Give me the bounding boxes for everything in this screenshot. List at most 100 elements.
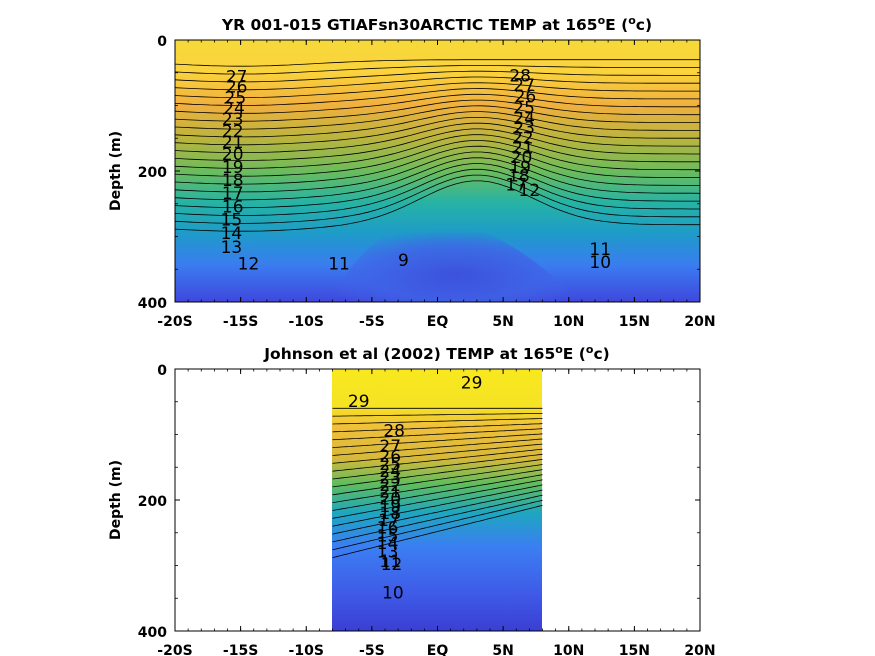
contour-labels: 29 29 282726252423222120191817161514131211… bbox=[348, 374, 483, 604]
axis-ticks: -20S -15S -10S -5S EQ 5N 10N 15N 20N 0 200 400 bbox=[138, 34, 716, 330]
contour-label: 23 bbox=[513, 119, 535, 139]
isotherm-line bbox=[174, 151, 700, 193]
x-tick-label: EQ bbox=[427, 314, 449, 330]
isotherm-line bbox=[174, 180, 700, 232]
contour-label: 15 bbox=[377, 526, 399, 546]
chart-title: YR 001-015 GTIAFsn30ARCTIC TEMP at 165oE… bbox=[221, 14, 652, 35]
y-tick-label: 200 bbox=[138, 494, 167, 510]
isotherm-line bbox=[174, 88, 700, 106]
contour-label: 20 bbox=[222, 145, 244, 165]
contour-label: 28 bbox=[383, 421, 405, 441]
isotherm-line bbox=[174, 99, 700, 122]
isotherm-line bbox=[174, 111, 700, 138]
contour-label: 16 bbox=[377, 518, 399, 538]
contour-label: 19 bbox=[379, 497, 401, 517]
isotherm-line bbox=[332, 489, 543, 535]
isotherm-line bbox=[174, 93, 700, 114]
x-tick-label: -15S bbox=[223, 314, 258, 330]
contour-label: 13 bbox=[221, 238, 243, 258]
contour-label: 17 bbox=[222, 184, 244, 204]
y-axis-label: Depth (m) bbox=[108, 460, 124, 540]
axis-ticks: -20S -15S -10S -5S EQ 5N 10N 15N 20N 0 200 400 bbox=[138, 363, 716, 656]
contour-label: 19 bbox=[222, 158, 244, 178]
isotherm-line bbox=[332, 459, 543, 488]
contour-label: 29 bbox=[348, 392, 370, 412]
contour-label: 17 bbox=[505, 176, 527, 196]
contour-label: 27 bbox=[513, 76, 535, 96]
isotherm-line bbox=[332, 423, 543, 433]
x-tick-label: 10N bbox=[553, 643, 584, 656]
x-tick-label: -5S bbox=[359, 314, 385, 330]
isotherm-line bbox=[174, 65, 700, 75]
contour-label: 22 bbox=[222, 122, 244, 142]
contour-label: 27 bbox=[379, 437, 401, 457]
contour-label: 10 bbox=[382, 583, 404, 603]
isotherm-line bbox=[174, 117, 700, 146]
contour-label: 16 bbox=[222, 197, 244, 217]
x-tick-label: -20S bbox=[157, 643, 192, 656]
contour-label: 21 bbox=[512, 138, 534, 158]
x-tick-label: -5S bbox=[359, 643, 385, 656]
contour-label: 24 bbox=[513, 109, 535, 129]
chart-title: Johnson et al (2002) TEMP at 165oE (oc) bbox=[263, 343, 609, 364]
contour-label: 21 bbox=[379, 482, 401, 502]
contour-label: 27 bbox=[226, 68, 248, 88]
isotherm-line bbox=[174, 122, 700, 153]
contour-label: 26 bbox=[226, 77, 248, 97]
y-tick-label: 0 bbox=[157, 363, 167, 379]
isotherm-line bbox=[174, 70, 700, 83]
x-tick-label: 5N bbox=[492, 314, 513, 330]
x-tick-label: 20N bbox=[684, 643, 715, 656]
isotherm-line bbox=[174, 163, 700, 209]
y-axis-label: Depth (m) bbox=[108, 131, 124, 211]
contour-label: 12 bbox=[519, 181, 541, 201]
contour-label: 15 bbox=[221, 210, 243, 230]
isotherm-line bbox=[332, 443, 543, 464]
isotherm-line bbox=[174, 105, 700, 130]
isotherm-line bbox=[174, 128, 700, 161]
x-tick-label: 5N bbox=[492, 643, 513, 656]
contour-label: 23 bbox=[379, 469, 401, 489]
contour-label: 13 bbox=[377, 543, 399, 563]
isotherm-line bbox=[332, 418, 543, 425]
contour-label: 17 bbox=[378, 511, 400, 531]
isotherm-line bbox=[332, 413, 543, 417]
contour-label: 28 bbox=[509, 66, 531, 86]
contour-label: 23 bbox=[222, 110, 244, 130]
contour-label: 11 bbox=[379, 552, 401, 572]
x-tick-label: -10S bbox=[289, 643, 324, 656]
isotherm-line bbox=[332, 469, 543, 503]
isotherm-line bbox=[174, 134, 700, 169]
contour-label: 25 bbox=[225, 89, 247, 109]
contour-label: 12 bbox=[238, 254, 260, 274]
contour-lines bbox=[174, 59, 701, 232]
isotherm-line bbox=[174, 59, 700, 67]
x-tick-label: EQ bbox=[427, 643, 449, 656]
contour-label: 24 bbox=[223, 99, 245, 119]
isotherm-line bbox=[332, 494, 543, 543]
contour-label: 25 bbox=[513, 98, 535, 118]
isotherm-line bbox=[332, 448, 543, 472]
contour-label: 12 bbox=[381, 555, 403, 575]
contour-label: 18 bbox=[222, 171, 244, 191]
isotherm-line bbox=[174, 174, 700, 224]
isotherm-line bbox=[174, 168, 700, 216]
isotherm-line bbox=[174, 157, 701, 201]
contour-label: 14 bbox=[377, 534, 399, 554]
isotherm-line bbox=[332, 499, 543, 551]
panel-observed: Johnson et al (2002) TEMP at 165oE (oc) … bbox=[108, 343, 716, 656]
contour-label: 14 bbox=[221, 224, 243, 244]
isotherm-line bbox=[332, 474, 543, 511]
contour-label: 26 bbox=[515, 87, 537, 107]
isotherm-line bbox=[332, 505, 543, 558]
contour-label: 19 bbox=[509, 158, 531, 178]
contour-label: 20 bbox=[379, 490, 401, 510]
isotherm-line bbox=[174, 82, 700, 98]
isotherm-line bbox=[332, 484, 543, 527]
x-tick-label: -10S bbox=[289, 314, 324, 330]
x-tick-label: 20N bbox=[684, 314, 715, 330]
y-tick-label: 400 bbox=[138, 296, 167, 312]
y-tick-label: 200 bbox=[138, 165, 167, 181]
